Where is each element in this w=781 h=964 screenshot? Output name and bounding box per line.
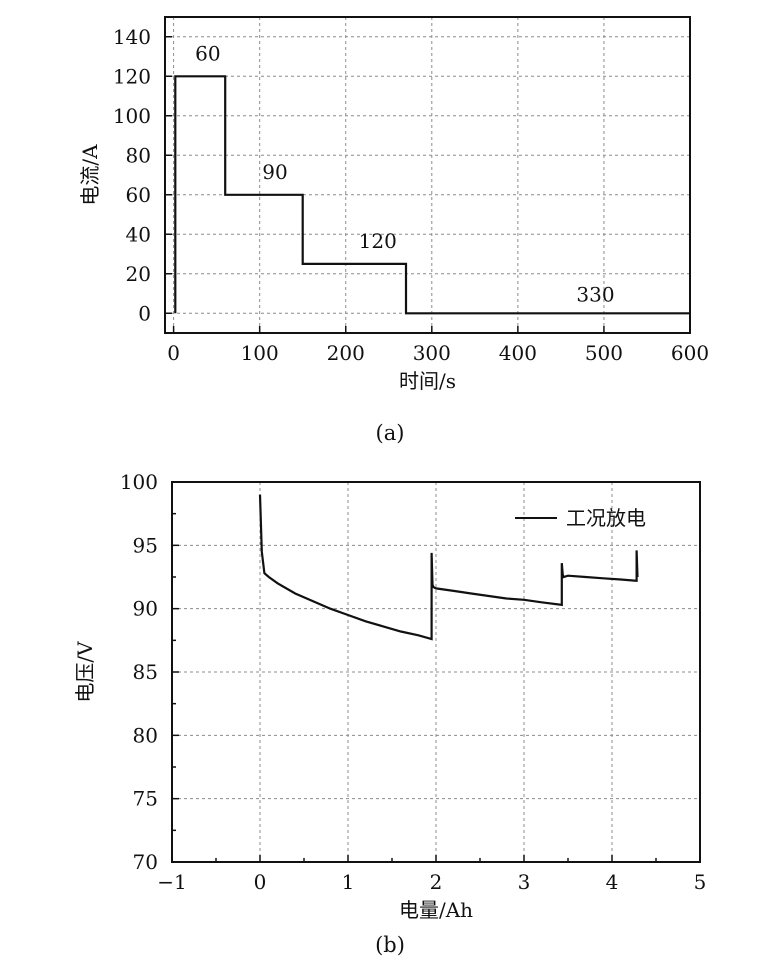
series-line — [258, 494, 639, 641]
x-tick-label: 0 — [254, 870, 267, 894]
y-tick-label: 20 — [126, 262, 151, 286]
x-tick-label: 400 — [499, 341, 537, 365]
figure-caption: (a) — [376, 421, 405, 445]
x-axis-label: 电量/Ah — [399, 898, 473, 922]
x-tick-label: 3 — [518, 870, 531, 894]
y-tick-label: 85 — [133, 660, 158, 684]
chart-b-voltage: −1 0 1 2 3 4 5 70 75 80 85 90 95 100 电量/Ah 电压/V 工况放电 (b) — [73, 470, 706, 957]
plot-frame — [164, 16, 691, 334]
x-tick-label: 4 — [606, 870, 619, 894]
x-axis-label: 时间/s — [399, 369, 456, 393]
y-tick-label: 70 — [133, 850, 158, 874]
segment-duration-label: 330 — [576, 282, 614, 306]
x-tick-label: 300 — [413, 341, 451, 365]
y-tick-label: 90 — [133, 597, 158, 621]
y-tick-label: 60 — [126, 183, 151, 207]
y-tick-label: 75 — [133, 787, 158, 811]
x-tick-label: 600 — [671, 341, 709, 365]
y-tick-label: 100 — [113, 104, 151, 128]
x-tick-label: −1 — [157, 870, 186, 894]
x-tick-label: 100 — [241, 341, 279, 365]
y-tick-label: 140 — [113, 25, 151, 49]
y-tick-label: 100 — [120, 470, 158, 494]
segment-duration-label: 120 — [359, 229, 397, 253]
x-tick-label: 500 — [585, 341, 623, 365]
y-tick-label: 80 — [133, 723, 158, 747]
x-tick-label: 2 — [430, 870, 443, 894]
y-tick-label: 0 — [138, 301, 151, 325]
x-tick-label: 1 — [342, 870, 355, 894]
x-tick-label: 0 — [167, 341, 180, 365]
series-line — [174, 75, 690, 315]
legend-label: 工况放电 — [566, 506, 646, 530]
y-tick-label: 80 — [126, 143, 151, 167]
y-tick-label: 40 — [126, 222, 151, 246]
y-tick-label: 120 — [113, 64, 151, 88]
y-axis-label: 电流/A — [78, 144, 102, 206]
figure-caption: (b) — [375, 933, 405, 957]
x-tick-label: 5 — [694, 870, 707, 894]
x-tick-label: 200 — [327, 341, 365, 365]
chart-a-current: 0 100 200 300 400 500 600 0 20 40 60 80 100 120 140 时间/… — [78, 16, 709, 445]
segment-duration-label: 60 — [195, 41, 220, 65]
segment-duration-label: 90 — [262, 160, 287, 184]
y-axis-label: 电压/V — [73, 641, 97, 703]
y-tick-label: 95 — [133, 533, 158, 557]
